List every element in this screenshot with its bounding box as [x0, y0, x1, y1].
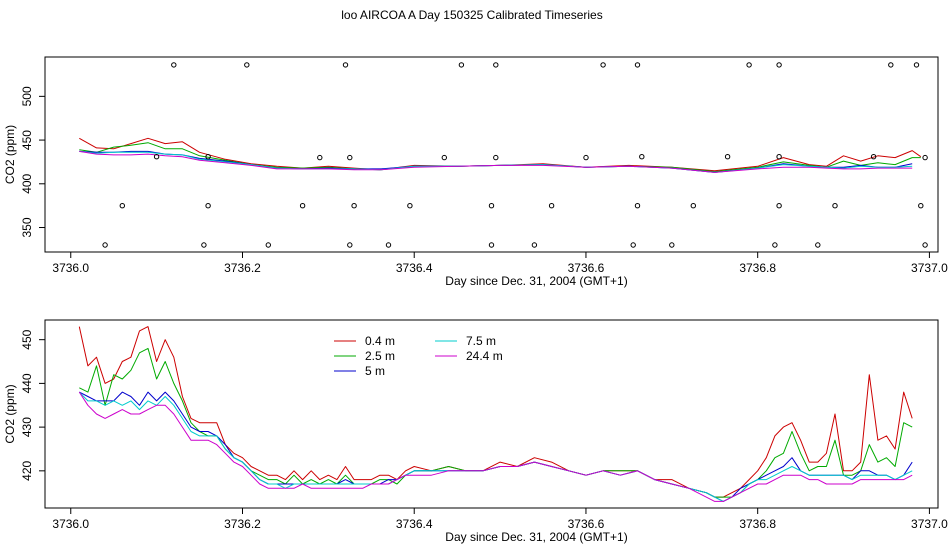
top-series-line-7-5-m [79, 150, 913, 173]
top-marker-point [119, 203, 126, 209]
bottom-y-tick-label: 440 [20, 373, 34, 393]
top-marker-point [265, 242, 271, 248]
top-x-tick-label: 3736.4 [396, 261, 433, 275]
top-marker-point [351, 203, 357, 209]
top-marker-point [913, 62, 920, 68]
top-marker-point [102, 242, 108, 248]
top-marker-point [244, 62, 250, 68]
bottom-y-tick-label: 430 [20, 417, 34, 437]
top-marker-point [870, 154, 877, 160]
top-series-line-24-4-m [79, 150, 913, 173]
bottom-x-tick-label: 3737.0 [911, 517, 948, 531]
top-marker-point [922, 242, 928, 248]
bottom-series-line-24-4-m [78, 391, 913, 502]
top-marker-point [634, 203, 641, 209]
top-marker-point [776, 203, 782, 209]
top-y-axis-label: CO2 (ppm) [3, 125, 17, 184]
top-x-tick-label: 3736.2 [224, 261, 261, 275]
top-marker-point [630, 242, 636, 248]
top-marker-point [531, 242, 538, 248]
top-marker-point [385, 242, 392, 248]
top-marker-point [493, 154, 499, 161]
top-marker-point [407, 203, 413, 209]
top-marker-point [600, 62, 606, 68]
top-marker-point [317, 154, 323, 161]
top-plot-frame [44, 56, 939, 253]
top-marker-point [634, 62, 641, 68]
top-y-tick-label: 450 [20, 130, 34, 150]
top-marker-point [171, 62, 177, 68]
top-marker-point [441, 154, 447, 161]
bottom-x-tick-label: 3736.4 [396, 517, 433, 531]
top-marker-point [639, 154, 645, 160]
top-marker-point [583, 154, 589, 161]
top-marker-point [347, 242, 353, 248]
bottom-x-tick-label: 3736.2 [224, 517, 261, 531]
top-marker-point [772, 242, 778, 248]
top-marker-point [201, 242, 207, 248]
bottom-x-tick-label: 3736.0 [52, 517, 89, 531]
bottom-x-axis-label: Day since Dec. 31, 2004 (GMT+1) [445, 530, 627, 544]
top-marker-point [205, 154, 211, 160]
top-y-tick-label: 400 [20, 173, 34, 193]
bottom-y-tick-label: 450 [20, 329, 34, 349]
top-marker-point [888, 62, 894, 68]
top-marker-point [342, 62, 349, 68]
top-marker-point [548, 203, 555, 209]
top-marker-point [746, 62, 752, 68]
top-x-tick-label: 3736.8 [739, 261, 776, 275]
bottom-x-tick-label: 3736.6 [568, 517, 605, 531]
top-marker-point [815, 242, 821, 248]
legend-label-0-4-m: 0.4 m [365, 334, 395, 348]
top-marker-point [153, 154, 160, 160]
bottom-plot-frame [44, 319, 939, 509]
top-x-axis-label: Day since Dec. 31, 2004 (GMT+1) [445, 274, 627, 288]
bottom-series-line-7-5-m [78, 391, 913, 502]
top-y-tick-label: 350 [20, 217, 34, 237]
figure-title: loo AIRCOA A Day 150325 Calibrated Times… [341, 8, 602, 22]
top-marker-point [488, 203, 495, 209]
bottom-series-line-5-m [79, 391, 913, 502]
top-marker-point [347, 154, 353, 161]
top-marker-point [488, 242, 495, 248]
bottom-y-tick-label: 420 [20, 461, 34, 481]
top-marker-point [458, 62, 465, 68]
top-marker-point [776, 62, 782, 68]
top-y-tick-label: 500 [20, 86, 34, 106]
top-marker-point [299, 203, 306, 209]
top-marker-point [922, 154, 928, 161]
legend-label-7-5-m: 7.5 m [466, 334, 496, 348]
top-marker-point [669, 242, 675, 248]
top-marker-point [724, 154, 731, 160]
top-x-tick-label: 3736.6 [568, 261, 605, 275]
bottom-x-tick-label: 3736.8 [739, 517, 776, 531]
top-series-line-5-m [79, 150, 913, 173]
bottom-y-axis-label: CO2 (ppm) [3, 384, 17, 443]
legend-label-5-m: 5 m [365, 364, 385, 378]
top-x-tick-label: 3736.0 [52, 261, 89, 275]
top-x-tick-label: 3737.0 [911, 261, 948, 275]
top-marker-point [690, 203, 696, 209]
top-marker-point [918, 203, 924, 209]
top-marker-point [493, 62, 499, 68]
legend-label-2-5-m: 2.5 m [365, 349, 395, 363]
top-marker-point [205, 203, 211, 209]
legend-label-24-4-m: 24.4 m [466, 349, 503, 363]
top-panel: 3736.0 3736.2 3736.4 3736.6 3736.8 3737.0 350 4… [3, 56, 948, 288]
bottom-panel: 3736.0 3736.2 3736.4 3736.6 3736.8 3737.0 420 4… [3, 319, 948, 544]
top-marker-point [832, 203, 838, 209]
legend: 0.4 m2.5 m5 m 7.5 m24.4 m [334, 334, 503, 378]
top-marker-point [776, 154, 782, 160]
